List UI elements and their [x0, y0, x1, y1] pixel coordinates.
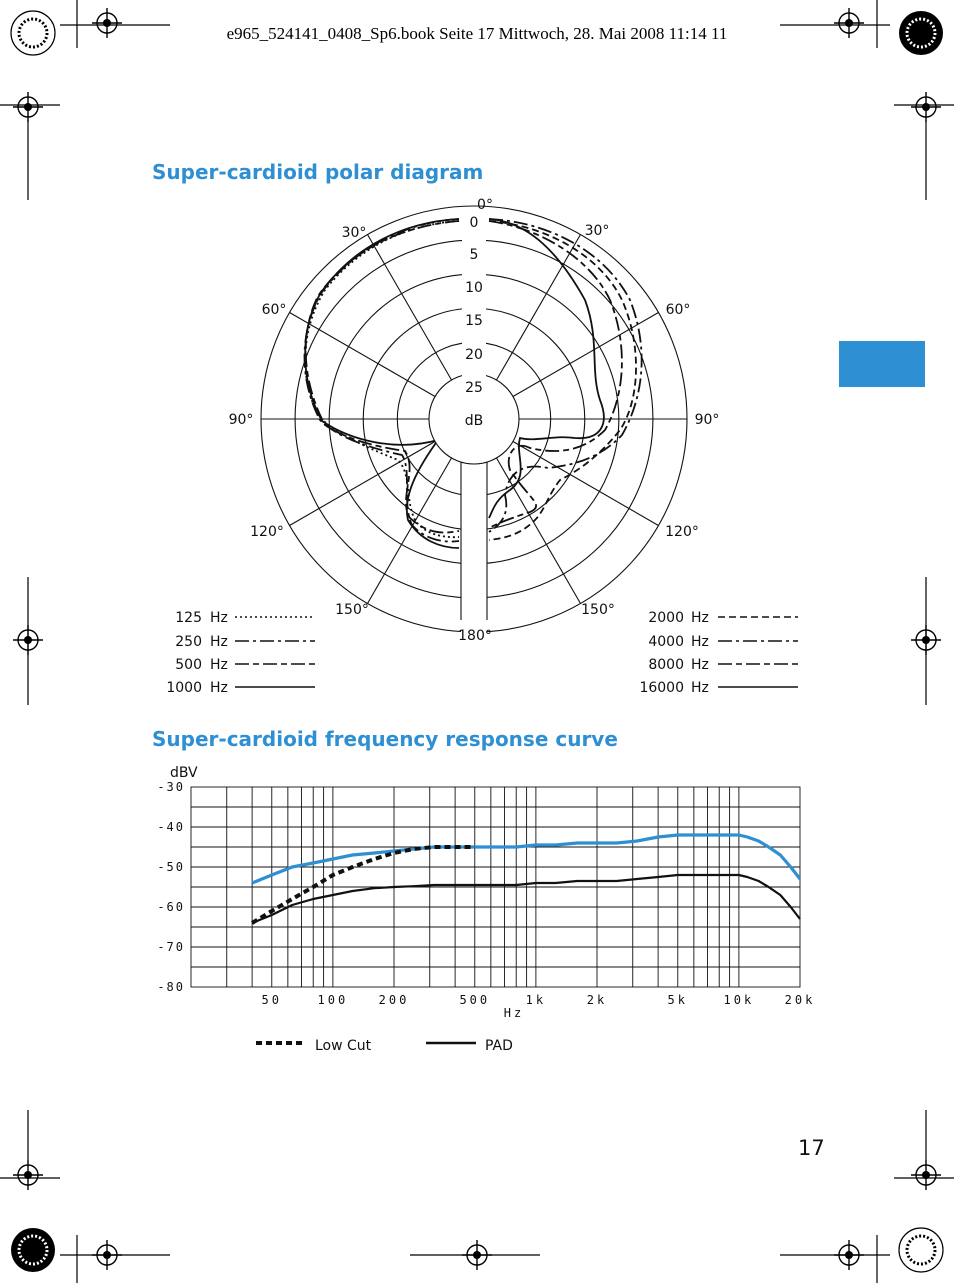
polar-spoke — [289, 312, 436, 397]
x-tick-label: 1k — [526, 993, 546, 1007]
polar-spoke — [512, 312, 659, 397]
x-tick-labels: 50 100 200 500 1k 2k 5k 10k 20k — [262, 993, 816, 1007]
legend-label: Low Cut — [315, 1038, 372, 1054]
polar-db-label: 15 — [465, 313, 483, 329]
legend-unit: Hz — [210, 680, 228, 696]
legend-unit: Hz — [691, 634, 709, 650]
polar-angle-label: 0° — [477, 197, 493, 213]
series-line-pad — [251, 873, 801, 925]
x-tick-label: 100 — [318, 993, 349, 1007]
polar-db-label: 25 — [465, 380, 483, 396]
polar-angle-label: 120° — [665, 524, 699, 540]
polar-center-mask — [428, 212, 520, 634]
polar-curve — [304, 220, 460, 539]
frequency-response-title: Super-cardioid frequency response curve — [152, 727, 618, 751]
legend-frequency: 8000 — [648, 657, 684, 673]
legend-frequency: 125 — [175, 610, 202, 626]
polar-spoke — [496, 234, 581, 381]
legend-unit: Hz — [691, 610, 709, 626]
polar-angle-label: 60° — [262, 302, 287, 318]
polar-angle-label: 60° — [666, 302, 691, 318]
legend-frequency: 16000 — [639, 680, 684, 696]
legend-frequency: 2000 — [648, 610, 684, 626]
polar-angle-label: 30° — [342, 225, 367, 241]
legend-unit: Hz — [210, 657, 228, 673]
polar-db-label: 10 — [465, 280, 483, 296]
polar-angle-labels: 0° 30° 60° 90° 120° 150° 180° 150° 120° 90° 60° 30° — [229, 197, 720, 644]
chart-series — [251, 833, 802, 925]
starburst-icon — [10, 10, 944, 1273]
polar-angle-label: 180° — [458, 628, 492, 644]
x-tick-label: 200 — [379, 993, 410, 1007]
legend-frequency: 500 — [175, 657, 202, 673]
x-tick-label: 5k — [668, 993, 688, 1007]
section-tab-marker — [839, 341, 925, 387]
polar-spoke — [512, 441, 659, 526]
y-tick-label: -30 — [157, 780, 185, 794]
polar-curve — [488, 220, 637, 541]
polar-unit-label: dB — [465, 413, 484, 429]
x-tick-label: 500 — [459, 993, 490, 1007]
chart-grid — [190, 786, 801, 988]
polar-angle-label: 150° — [335, 602, 369, 618]
polar-spoke — [496, 457, 581, 604]
x-axis-label: Hz — [504, 1006, 524, 1020]
polar-curve — [488, 218, 605, 519]
x-tick-label: 2k — [587, 993, 607, 1007]
series-line-low-cut — [251, 845, 475, 925]
y-tick-labels: -30 -40 -50 -60 -70 -80 — [157, 780, 185, 994]
x-tick-label: 10k — [724, 993, 755, 1007]
polar-angle-label: 30° — [585, 223, 610, 239]
x-tick-label: 20k — [785, 993, 816, 1007]
legend-unit: Hz — [691, 657, 709, 673]
polar-curve — [488, 218, 643, 533]
polar-curves — [303, 218, 643, 549]
y-tick-label: -60 — [157, 900, 185, 914]
legend-frequency: 1000 — [166, 680, 202, 696]
polar-curve — [304, 218, 460, 549]
y-axis-label: dBV — [170, 765, 198, 781]
legend-label: PAD — [485, 1038, 513, 1054]
polar-angle-label: 150° — [581, 602, 615, 618]
legend-unit: Hz — [691, 680, 709, 696]
polar-db-label: 5 — [470, 247, 479, 263]
legend-unit: Hz — [210, 610, 228, 626]
print-header: e965_524141_0408_Sp6.book Seite 17 Mittw… — [226, 24, 728, 43]
polar-angle-label: 90° — [695, 412, 720, 428]
y-tick-label: -40 — [157, 820, 185, 834]
polar-spoke — [289, 441, 436, 526]
polar-angle-label: 90° — [229, 412, 254, 428]
legend-frequency: 4000 — [648, 634, 684, 650]
polar-spoke — [367, 457, 452, 604]
page-number: 17 — [798, 1136, 825, 1160]
polar-curve — [488, 220, 623, 529]
polar-legend: 125 Hz 250 Hz 500 Hz 1000 Hz 2000 Hz 4000 Hz 8000 Hz 1… — [166, 610, 798, 696]
polar-spoke — [367, 234, 452, 381]
y-tick-label: -70 — [157, 940, 185, 954]
y-tick-label: -80 — [157, 980, 185, 994]
x-tick-label: 50 — [262, 993, 282, 1007]
y-tick-label: -50 — [157, 860, 185, 874]
polar-db-scale-bg — [462, 212, 486, 394]
polar-angle-label: 120° — [250, 524, 284, 540]
legend-unit: Hz — [210, 634, 228, 650]
legend-frequency: 250 — [175, 634, 202, 650]
polar-diagram-title: Super-cardioid polar diagram — [152, 160, 484, 184]
polar-db-label: 0 — [470, 215, 479, 231]
polar-db-labels: 0 5 10 15 20 25 — [465, 215, 483, 396]
series-line-nominal — [251, 833, 802, 885]
chart-legend: Low Cut PAD — [256, 1038, 513, 1054]
polar-db-label: 20 — [465, 347, 483, 363]
